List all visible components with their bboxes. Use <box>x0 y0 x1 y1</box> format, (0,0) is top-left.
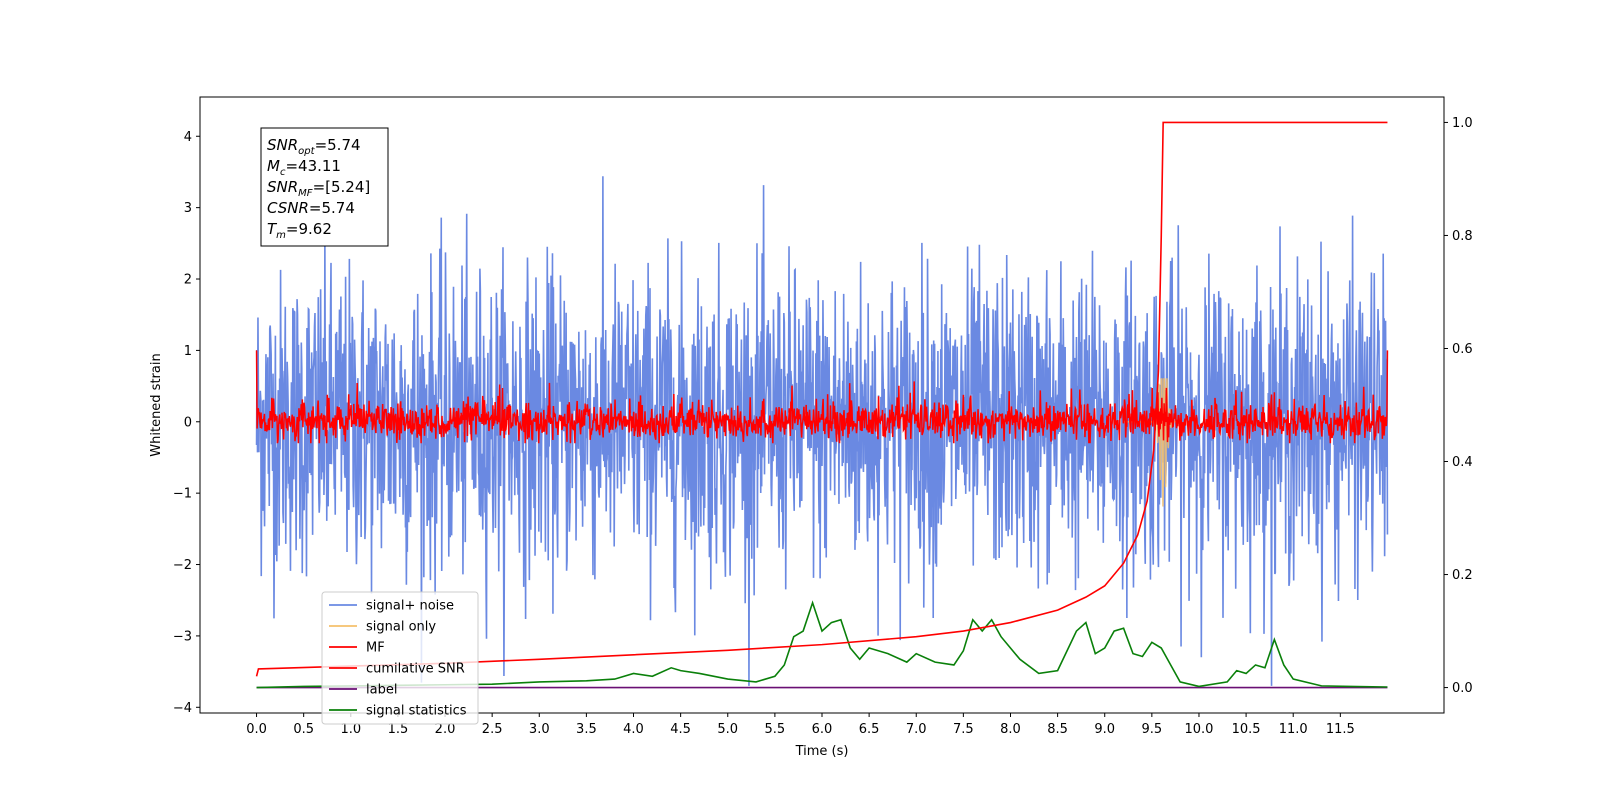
annotation-box: SNRopt=5.74Mc=43.11SNRMF=[5.24]CSNR=5.74… <box>260 127 389 247</box>
x-tick-label: 2.0 <box>435 722 456 737</box>
legend-entry-label: signal statistics <box>366 704 467 719</box>
series-mf-line <box>255 350 1389 444</box>
y-tick-label: −2 <box>173 558 192 573</box>
x-tick-label: 4.0 <box>623 722 644 737</box>
x-axis: 0.0 0.5 1.0 1.5 2.0 2.5 3.0 3.5 4.0 4.5 5.0 5.5 6.0 6… <box>246 713 1355 737</box>
series-signal-statistics-line <box>256 600 1388 689</box>
y-right-tick-label: 0.6 <box>1452 342 1473 357</box>
x-tick-label: 3.0 <box>529 722 550 737</box>
legend-entry-label: signal only <box>366 620 436 635</box>
y-axis-right: 0.0 0.2 0.4 0.6 0.8 1.0 <box>1444 116 1473 696</box>
x-tick-label: 5.0 <box>717 722 738 737</box>
x-tick-label: 1.5 <box>388 722 409 737</box>
legend: signal+ noise signal only MF cumilative SNR… <box>321 591 479 725</box>
y-tick-label: −4 <box>173 701 192 716</box>
y-tick-label: 2 <box>184 273 192 288</box>
annotation-line: Tm=9.62 <box>267 220 332 241</box>
y-axis-label: Whitened strain <box>149 353 164 456</box>
y-right-tick-label: 0.4 <box>1452 455 1473 470</box>
legend-frame <box>321 591 479 725</box>
y-right-tick-label: 0.2 <box>1452 568 1473 583</box>
x-tick-label: 7.0 <box>906 722 927 737</box>
x-tick-label: 5.5 <box>765 722 786 737</box>
y-right-tick-label: 0.8 <box>1452 229 1473 244</box>
y-tick-label: −1 <box>173 487 192 502</box>
x-tick-label: 11.0 <box>1279 722 1308 737</box>
y-tick-label: 4 <box>184 130 192 145</box>
x-tick-label: 3.5 <box>576 722 597 737</box>
x-tick-label: 10.5 <box>1232 722 1261 737</box>
x-tick-label: 10.0 <box>1184 722 1213 737</box>
x-tick-label: 9.0 <box>1094 722 1115 737</box>
x-tick-label: 1.0 <box>340 722 361 737</box>
legend-entry-label: cumilative SNR <box>366 662 465 677</box>
annotation-line: Mc=43.11 <box>267 157 341 178</box>
legend-entry-label: MF <box>366 641 385 656</box>
annotation-box-frame <box>260 127 389 247</box>
x-tick-label: 6.0 <box>812 722 833 737</box>
x-tick-label: 0.0 <box>246 722 267 737</box>
x-tick-label: 8.5 <box>1047 722 1068 737</box>
x-tick-label: 8.0 <box>1000 722 1021 737</box>
x-tick-label: 9.5 <box>1142 722 1163 737</box>
legend-entry-label: signal+ noise <box>366 599 454 614</box>
legend-entry-label: label <box>366 683 397 698</box>
y-right-tick-label: 1.0 <box>1452 116 1473 131</box>
y-tick-label: −3 <box>173 629 192 644</box>
x-tick-label: 4.5 <box>670 722 691 737</box>
y-tick-label: 0 <box>184 415 192 430</box>
x-tick-label: 6.5 <box>859 722 880 737</box>
series-cumulative-snr-line <box>255 121 1388 677</box>
y-tick-label: 3 <box>184 201 192 216</box>
annotation-line: SNRMF=[5.24] <box>267 178 370 199</box>
y-axis-left: −4 −3 −2 −1 0 1 2 3 4 <box>173 130 200 716</box>
y-tick-label: 1 <box>184 344 192 359</box>
annotation-line: CSNR=5.74 <box>267 199 355 217</box>
x-tick-label: 7.5 <box>953 722 974 737</box>
x-tick-label: 0.5 <box>293 722 314 737</box>
annotation-line: SNRopt=5.74 <box>267 136 361 157</box>
x-tick-label: 11.5 <box>1326 722 1355 737</box>
x-axis-label: Time (s) <box>795 744 849 759</box>
x-tick-label: 2.5 <box>482 722 503 737</box>
y-right-tick-label: 0.0 <box>1452 681 1473 696</box>
